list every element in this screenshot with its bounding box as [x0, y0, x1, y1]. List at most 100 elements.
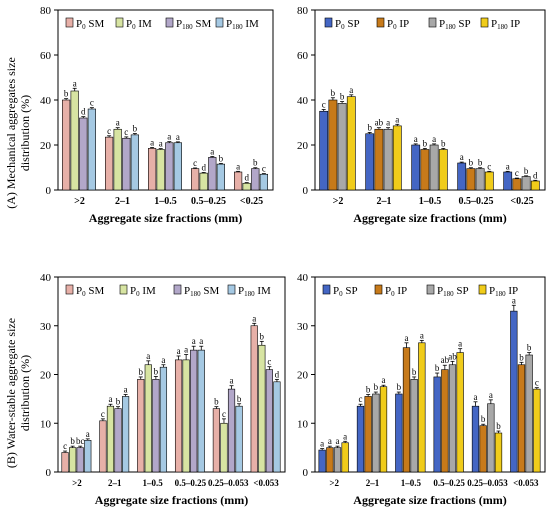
x-tick-label: 1–0.5	[419, 196, 442, 207]
legend-swatch	[215, 17, 224, 28]
bar	[402, 347, 411, 473]
bar	[265, 369, 273, 473]
significance-letter: b	[374, 382, 379, 392]
bar	[479, 425, 487, 473]
significance-letter: b	[527, 343, 532, 353]
significance-letter: b	[331, 88, 336, 98]
significance-letter: a	[506, 161, 510, 171]
legend-entry: P180 IM	[238, 285, 271, 298]
bar	[475, 168, 485, 191]
significance-letter: b	[138, 367, 143, 377]
significance-letter: c	[267, 357, 271, 367]
significance-letter: c	[107, 126, 111, 136]
y-tick-label: 20	[40, 370, 52, 382]
bar	[503, 171, 513, 191]
bar	[79, 117, 88, 191]
significance-letter: a	[328, 436, 332, 446]
legend-swatch	[478, 284, 487, 295]
legend-swatch	[428, 17, 437, 28]
significance-letter: a	[414, 134, 418, 144]
bar	[234, 171, 243, 191]
bar	[484, 171, 494, 191]
x-tick-label: 0.5–0.25	[433, 478, 465, 488]
significance-letter: a	[86, 429, 90, 439]
bar	[173, 142, 183, 191]
x-tick-label: >2	[333, 196, 344, 207]
bar	[420, 149, 430, 191]
y-tick-label: 80	[297, 5, 309, 17]
bar	[494, 432, 503, 473]
significance-letter: c	[193, 158, 197, 168]
x-tick-label: 0.25–0.053	[467, 478, 508, 488]
bar	[364, 396, 372, 473]
significance-letter: b	[64, 89, 69, 99]
bar	[457, 162, 467, 191]
significance-letter: a	[124, 384, 128, 394]
bar	[365, 133, 375, 191]
legend-entry: P180 SP	[439, 18, 471, 31]
x-tick-label: 1–0.5	[154, 196, 177, 207]
x-tick-label: 2–1	[366, 478, 380, 488]
bar	[533, 388, 541, 473]
bar	[326, 447, 334, 473]
y-tick-label: 80	[40, 5, 52, 17]
significance-letter: b	[412, 367, 417, 377]
significance-letter: a	[199, 336, 203, 346]
bar	[235, 405, 243, 473]
significance-letter: c	[63, 441, 67, 451]
significance-letter: b	[367, 122, 372, 132]
significance-letter: a	[108, 394, 112, 404]
y-tick-label: 0	[46, 185, 52, 197]
significance-letter: c	[359, 394, 363, 404]
significance-letter: a	[252, 313, 256, 323]
bar	[418, 342, 426, 473]
bar	[61, 99, 71, 191]
significance-letter: d	[533, 170, 538, 180]
legend-swatch	[227, 284, 236, 295]
y-tick-label: 30	[40, 321, 52, 333]
significance-letter: a	[167, 132, 171, 142]
legend-entry: P180 IP	[489, 285, 518, 298]
significance-letter: a	[159, 139, 163, 149]
x-axis-label: Aggregate size fractions (mm)	[353, 211, 506, 225]
bar	[76, 447, 84, 473]
bar	[84, 440, 92, 473]
significance-letter: a	[420, 330, 424, 340]
bar	[517, 364, 526, 473]
bar	[122, 137, 131, 191]
bar	[242, 182, 251, 191]
legend-entry: P0 IM	[126, 18, 152, 31]
significance-letter: b	[481, 414, 486, 424]
x-tick-label: <0.25	[240, 196, 263, 207]
y-tick-label: 20	[297, 370, 309, 382]
y-tick-label: 40	[297, 95, 309, 107]
significance-letter: b	[496, 421, 501, 431]
bar	[510, 310, 518, 473]
legend-swatch	[65, 284, 74, 295]
significance-letter: b	[219, 153, 224, 163]
x-tick-label: 0.5–0.25	[175, 478, 207, 488]
bar	[337, 103, 347, 191]
y-tick-label: 0	[303, 467, 309, 479]
significance-letter: c	[101, 409, 105, 419]
y-tick-label: 30	[297, 321, 309, 333]
bar	[137, 379, 145, 473]
bar	[410, 379, 418, 473]
bar	[258, 344, 266, 473]
legend-swatch	[115, 17, 124, 28]
significance-letter: a	[382, 375, 386, 385]
significance-letter: a	[150, 137, 154, 147]
y-tick-label: 60	[297, 50, 309, 62]
significance-letter: b	[519, 352, 524, 362]
bar	[259, 173, 269, 191]
bar	[190, 349, 198, 473]
bar	[156, 149, 165, 191]
bar	[208, 157, 217, 191]
bar	[70, 90, 79, 191]
bar	[99, 420, 107, 473]
significance-letter: b	[70, 436, 75, 446]
legend-entry: P180 IM	[226, 18, 259, 31]
significance-letter: d	[81, 107, 86, 117]
y-tick-label: 20	[40, 140, 52, 152]
